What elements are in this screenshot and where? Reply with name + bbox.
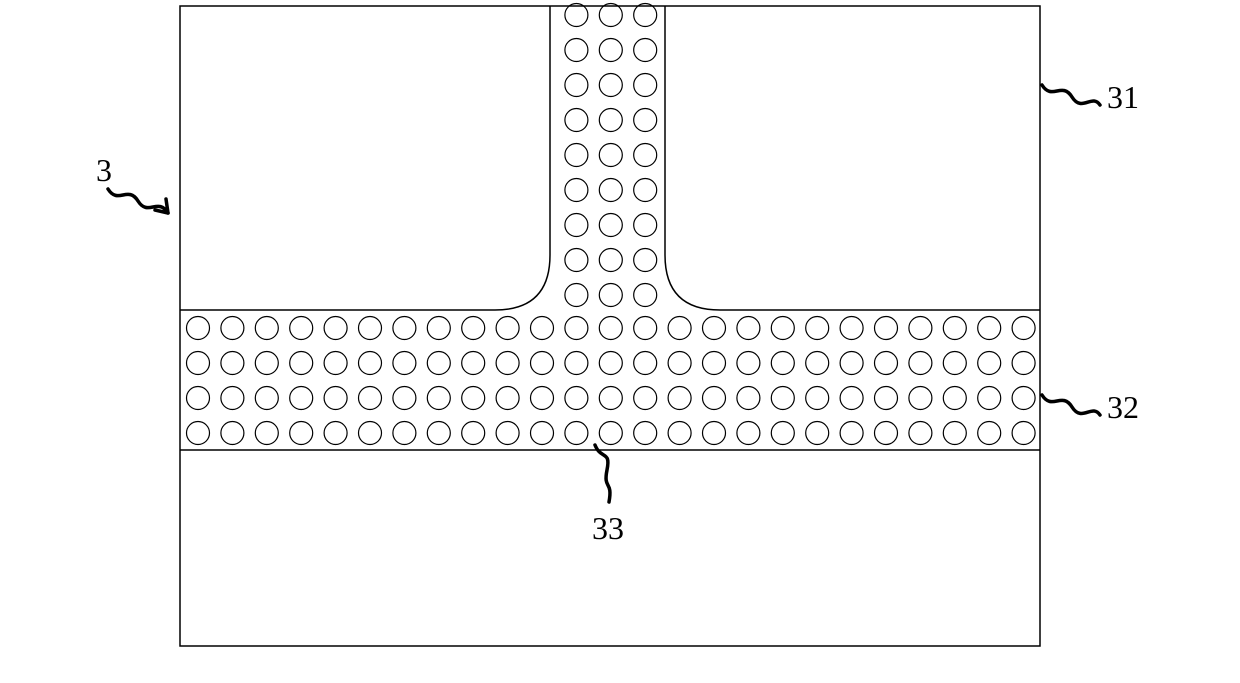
label-32: 32 <box>1107 389 1139 426</box>
label-33: 33 <box>592 510 624 547</box>
technical-diagram <box>0 0 1240 678</box>
label-31: 31 <box>1107 79 1139 116</box>
label-3: 3 <box>96 152 112 189</box>
diagram-container <box>0 0 1240 683</box>
